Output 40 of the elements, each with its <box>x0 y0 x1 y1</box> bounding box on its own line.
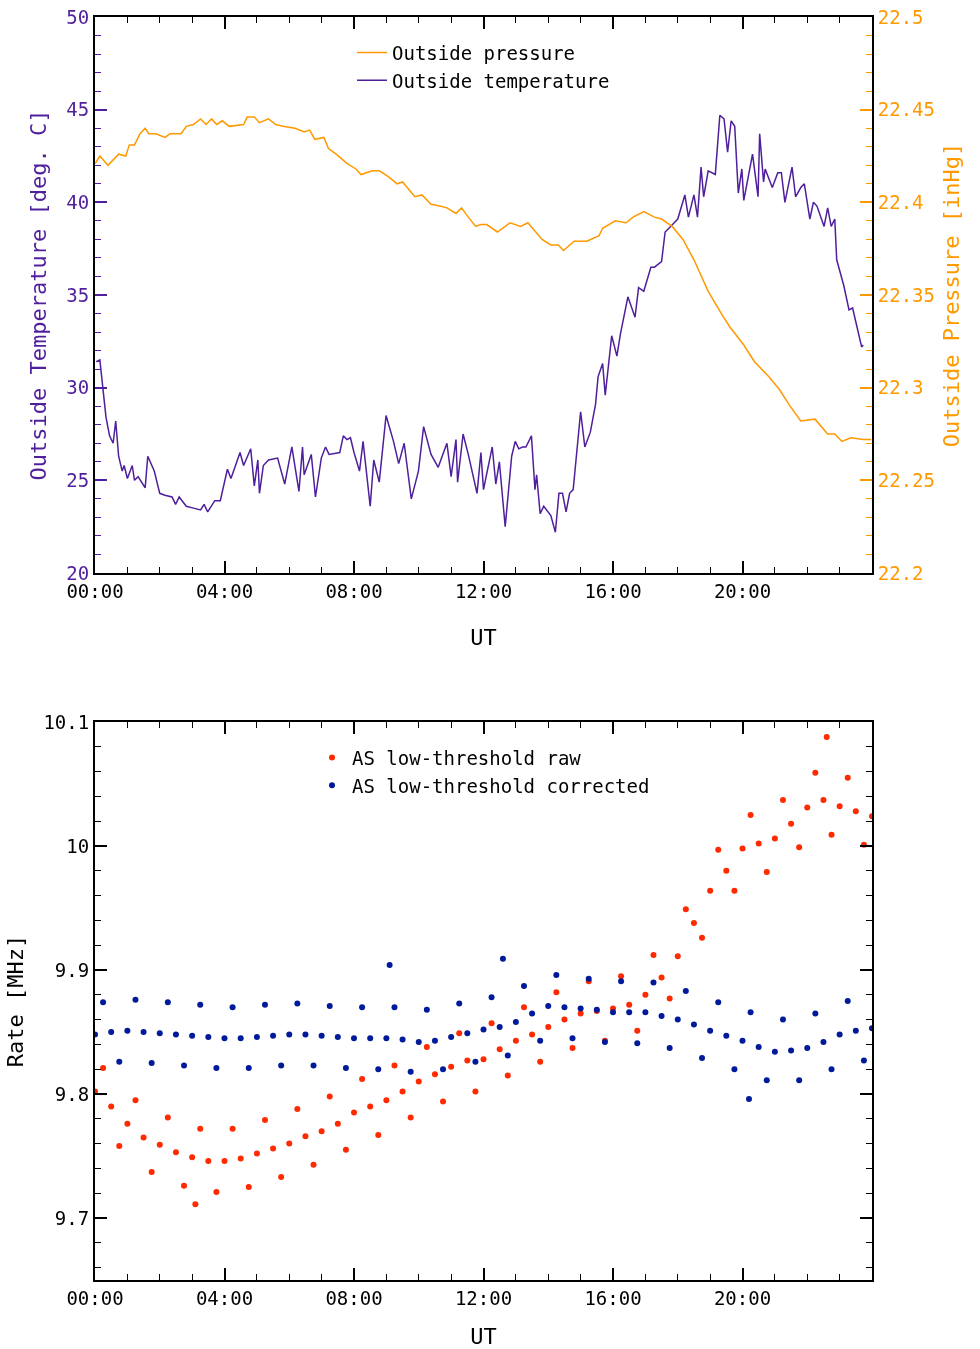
x-axis-title: UT <box>470 625 497 650</box>
y-tick-label: 10.1 <box>43 710 90 733</box>
line-series <box>95 114 865 533</box>
y2-tick-label: 22.4 <box>877 190 924 213</box>
legend-label: Outside temperature <box>392 69 610 92</box>
y-tick-label: 35 <box>66 283 90 306</box>
x-tick-label: 16:00 <box>584 579 642 602</box>
y2-axis-title: Outside Pressure [inHg] <box>939 142 965 448</box>
x-tick-label: 20:00 <box>713 579 772 602</box>
line-series <box>95 116 872 443</box>
y2-tick-label: 22.45 <box>877 98 935 121</box>
legend-label: AS low-threshold corrected <box>352 774 650 797</box>
y2-tick-label: 22.2 <box>877 561 924 584</box>
y2-tick-label: 22.25 <box>877 468 935 491</box>
legend-label: AS low-threshold raw <box>352 747 582 769</box>
legend-label: Outside pressure <box>392 41 576 64</box>
x-tick-label: 20:00 <box>713 1286 772 1309</box>
x-tick-label: 08:00 <box>325 1286 383 1309</box>
y-tick-label: 10 <box>66 834 90 857</box>
x-tick-label: 12:00 <box>454 1286 513 1309</box>
y-tick-label: 40 <box>66 190 90 213</box>
y-tick-label: 25 <box>66 468 90 491</box>
x-tick-label: 08:00 <box>325 579 383 602</box>
y-tick-label: 9.9 <box>54 958 90 981</box>
y-tick-label: 50 <box>66 5 90 28</box>
y-axis-title: Outside Temperature [deg. C] <box>25 109 51 481</box>
x-tick-label: 00:00 <box>66 1286 124 1309</box>
y-tick-label: 9.7 <box>54 1206 90 1229</box>
y-tick-label: 45 <box>66 98 90 121</box>
x-tick-label: 04:00 <box>195 579 254 602</box>
x-tick-label: 04:00 <box>195 1286 254 1309</box>
y-axis-title: Rate [MHz] <box>2 934 28 1068</box>
y2-tick-label: 22.35 <box>877 283 935 306</box>
y-tick-label: 9.8 <box>54 1082 90 1105</box>
y-tick-label: 30 <box>66 376 90 399</box>
x-tick-label: 12:00 <box>454 579 513 602</box>
y2-tick-label: 22.3 <box>877 376 924 399</box>
x-tick-label: 16:00 <box>584 1286 642 1309</box>
x-axis-title: UT <box>470 1324 497 1349</box>
y2-tick-label: 22.5 <box>877 5 924 28</box>
